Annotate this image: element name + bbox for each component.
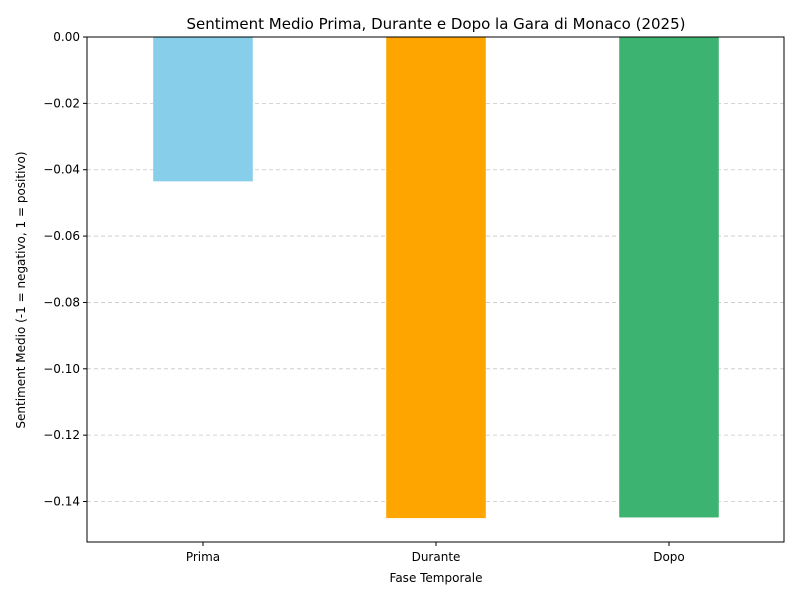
y-axis-label: Sentiment Medio (-1 = negativo, 1 = posi…	[14, 151, 28, 428]
bar-dopo	[619, 37, 719, 518]
y-tick-label: −0.10	[43, 362, 80, 376]
chart-title: Sentiment Medio Prima, Durante e Dopo la…	[187, 15, 686, 33]
x-tick-label: Dopo	[653, 550, 685, 564]
x-tick-label: Prima	[186, 550, 220, 564]
bar-prima	[153, 37, 253, 182]
x-axis: Prima Durante Dopo	[186, 542, 685, 564]
y-tick-label: −0.06	[43, 229, 80, 243]
bar-durante	[386, 37, 486, 519]
bar-layer	[153, 37, 719, 519]
y-tick-label: −0.14	[43, 495, 80, 509]
x-axis-label: Fase Temporale	[390, 571, 483, 585]
x-tick-label: Durante	[412, 550, 461, 564]
y-tick-label: 0.00	[53, 30, 80, 44]
y-tick-label: −0.08	[43, 295, 80, 309]
y-tick-label: −0.12	[43, 428, 80, 442]
y-tick-label: −0.04	[43, 163, 80, 177]
y-axis: 0.00 −0.02 −0.04 −0.06 −0.08 −0.10 −0.12 −0.14	[43, 30, 87, 509]
y-tick-label: −0.02	[43, 96, 80, 110]
